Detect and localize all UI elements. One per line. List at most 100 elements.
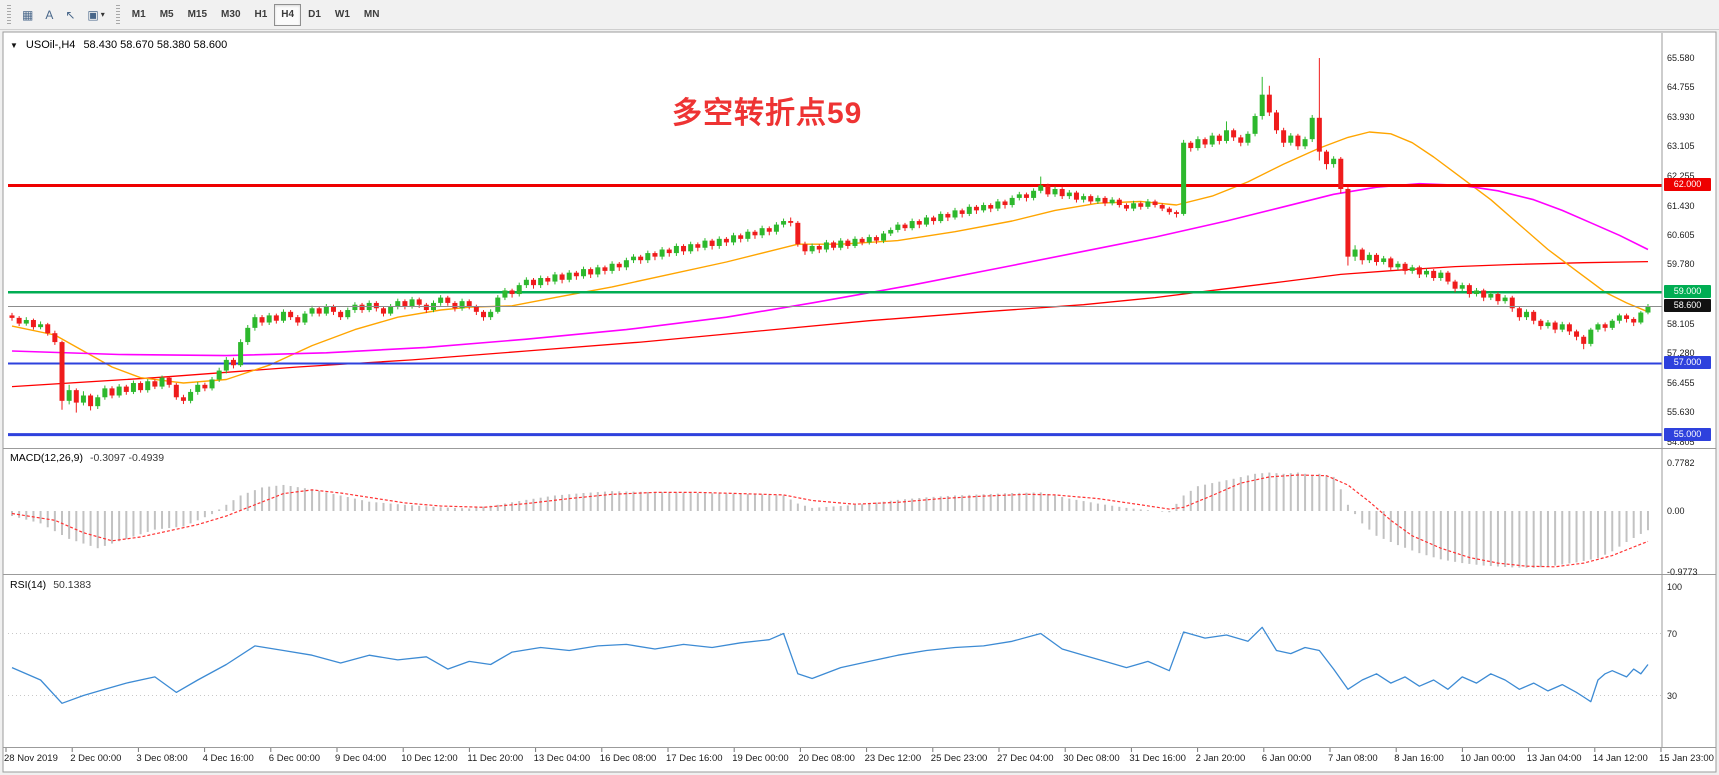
draw-objects-icon[interactable]: ▣ ▾ — [81, 4, 110, 26]
candle-body — [1345, 189, 1351, 257]
candle-body — [180, 397, 186, 401]
candle-body — [152, 381, 158, 387]
candle-body — [252, 317, 258, 328]
candle-body — [645, 253, 651, 261]
candle-body — [581, 269, 587, 277]
candle-body — [159, 377, 165, 387]
candle-body — [631, 256, 637, 261]
candle-body — [1609, 320, 1615, 328]
timeframe-button-w1[interactable]: W1 — [328, 4, 357, 26]
candle-body — [802, 244, 808, 252]
candle-body — [1066, 192, 1072, 197]
candle-body — [1595, 324, 1601, 330]
timeframe-button-m1[interactable]: M1 — [125, 4, 153, 26]
candle-body — [1474, 290, 1480, 295]
candle-body — [202, 384, 208, 389]
candle-body — [95, 397, 101, 407]
candle-body — [373, 302, 379, 309]
candle-body — [1481, 290, 1487, 298]
candle-body — [723, 238, 729, 243]
candle-body — [1081, 196, 1087, 200]
candle-body — [1259, 94, 1265, 117]
timeframe-button-m30[interactable]: M30 — [214, 4, 247, 26]
candle-body — [1059, 189, 1065, 197]
candle-body — [173, 384, 179, 398]
candle-body — [981, 205, 987, 211]
candle-body — [1602, 324, 1608, 328]
candle-body — [1566, 324, 1572, 332]
candle-body — [1288, 135, 1294, 143]
candle-body — [1538, 320, 1544, 327]
timeframe-button-mn[interactable]: MN — [357, 4, 387, 26]
candle-body — [838, 240, 844, 248]
candle-body — [1131, 203, 1137, 209]
candle-body — [30, 320, 36, 328]
candle-body — [409, 299, 415, 307]
candle-body — [1645, 306, 1651, 313]
timeframe-toolbar-grip[interactable] — [115, 4, 120, 25]
chart-plot-area[interactable] — [4, 33, 1661, 447]
candle-body — [345, 310, 351, 318]
candle-body — [259, 317, 265, 323]
candle-body — [1031, 190, 1037, 198]
cursor-icon[interactable]: ↖ — [59, 4, 81, 26]
candle-body — [495, 297, 501, 312]
candle-body — [1624, 315, 1630, 319]
candle-body — [1552, 322, 1558, 330]
candle-body — [716, 238, 722, 246]
candle-body — [1424, 270, 1430, 275]
candle-body — [352, 304, 358, 311]
candle-body — [959, 210, 965, 214]
candle-body — [273, 315, 279, 321]
candle-body — [1173, 212, 1179, 214]
candle-body — [488, 311, 494, 318]
timeframe-button-h4[interactable]: H4 — [274, 3, 302, 26]
candle-body — [1588, 329, 1594, 344]
timeframe-button-h1[interactable]: H1 — [248, 4, 275, 26]
candle-body — [109, 388, 115, 396]
timeframe-button-m15[interactable]: M15 — [181, 4, 214, 26]
toolbar: ▦ A ↖ ▣ ▾ M1 M5 M15 M30 H1 H4 D1 W1 MN — [0, 0, 1719, 30]
candle-body — [1116, 199, 1122, 206]
candle-body — [138, 383, 144, 391]
candle-body — [552, 274, 558, 282]
candle-body — [1073, 192, 1079, 200]
timeframe-button-m5[interactable]: M5 — [153, 4, 181, 26]
candle-body — [1545, 322, 1551, 327]
text-label-icon[interactable]: A — [39, 4, 59, 26]
candle-body — [1188, 142, 1194, 149]
candle-body — [559, 274, 565, 280]
candle-body — [795, 222, 801, 245]
timeframe-toolbar: M1 M5 M15 M30 H1 H4 D1 W1 MN — [125, 3, 387, 26]
candle-body — [323, 306, 329, 314]
toolbar-grip[interactable] — [7, 4, 11, 25]
candle-body — [1409, 267, 1415, 271]
candle-body — [380, 308, 386, 314]
candle-body — [859, 238, 865, 243]
candle-body — [1516, 308, 1522, 318]
dropdown-caret-icon: ▾ — [100, 10, 105, 19]
candle-body — [330, 306, 336, 312]
candle-body — [1395, 263, 1401, 268]
candle-body — [752, 231, 758, 236]
candle-body — [888, 229, 894, 234]
ma-line-slow-red — [11, 260, 1648, 388]
candle-body — [966, 206, 972, 214]
candle-body — [1038, 185, 1044, 191]
candle-body — [545, 278, 551, 282]
candle-body — [588, 269, 594, 275]
candle-body — [1102, 197, 1108, 204]
candle-body — [1016, 194, 1022, 198]
candle-body — [1502, 297, 1508, 302]
candle-body — [1431, 270, 1437, 279]
candle-body — [1166, 208, 1172, 213]
candle-body — [1616, 315, 1622, 321]
candle-body — [395, 301, 401, 307]
new-chart-icon[interactable]: ▦ — [16, 4, 39, 26]
candle-body — [573, 272, 579, 277]
timeframe-button-d1[interactable]: D1 — [301, 4, 328, 26]
candle-body — [745, 231, 751, 239]
candle-body — [659, 249, 665, 257]
candle-body — [1052, 189, 1058, 195]
